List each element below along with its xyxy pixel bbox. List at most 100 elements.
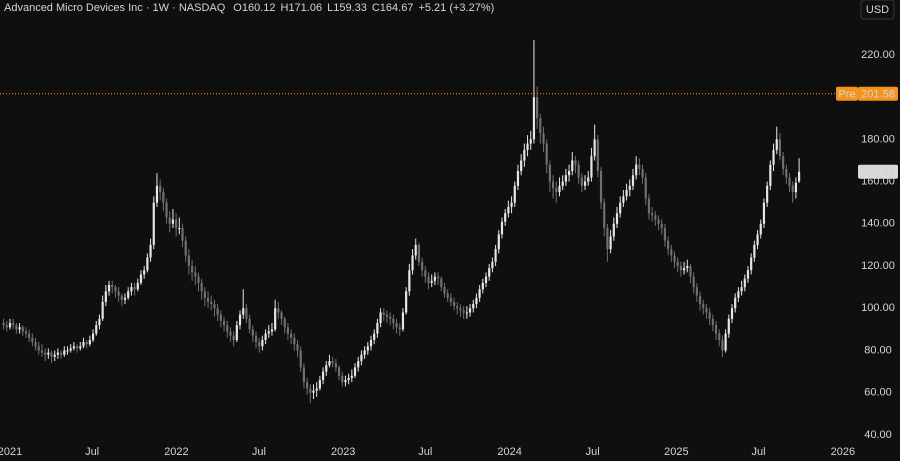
candle-body	[472, 304, 475, 309]
candle-body	[436, 276, 440, 279]
candle-body	[5, 325, 8, 328]
candle-body	[692, 276, 695, 288]
candle-body	[111, 285, 114, 288]
candle-body	[175, 219, 178, 229]
candle-body	[315, 388, 318, 391]
candle-body	[12, 323, 15, 326]
candle-body	[686, 266, 689, 269]
candle-body	[123, 297, 127, 300]
candle-body	[446, 293, 449, 298]
candle-body	[37, 346, 40, 351]
x-tick-label: Jul	[586, 446, 600, 458]
candle-body	[766, 185, 769, 203]
candle-body	[120, 295, 123, 300]
candle-body	[705, 308, 708, 313]
candle-body	[133, 287, 136, 290]
candle-body	[101, 301, 104, 319]
candle-body	[299, 350, 302, 368]
candle-body	[721, 339, 724, 351]
candle-body	[606, 228, 609, 250]
candle-body	[753, 244, 756, 258]
candle-body	[360, 354, 363, 362]
candle-body	[660, 223, 663, 229]
currency-label[interactable]: USD	[866, 4, 889, 16]
close-label: C164.67	[372, 2, 414, 14]
candle-body	[347, 377, 350, 381]
candle-body	[18, 327, 21, 330]
candle-body	[603, 202, 606, 229]
candle-body	[143, 270, 146, 275]
candle-body	[117, 291, 120, 296]
candle-body	[673, 255, 676, 262]
candle-body	[405, 291, 408, 313]
candle-body	[638, 164, 641, 169]
candle-body	[63, 350, 66, 355]
candle-body	[797, 171, 801, 182]
x-tick-label: 2023	[331, 446, 355, 458]
candle-body	[197, 276, 200, 283]
candle-body	[248, 318, 251, 330]
y-tick-label: 80.00	[864, 344, 892, 356]
candle-body	[452, 301, 456, 307]
candle-body	[552, 181, 555, 188]
candle-body	[682, 268, 686, 271]
candle-body	[254, 335, 258, 343]
change-label: +5.21 (+3.27%)	[418, 2, 494, 14]
candle-body	[286, 327, 290, 334]
candle-body	[539, 118, 542, 134]
candle-body	[222, 320, 226, 326]
candle-body	[235, 325, 238, 340]
candle-body	[203, 291, 206, 298]
candle-body	[130, 287, 133, 292]
candle-body	[229, 331, 232, 336]
candle-body	[459, 308, 462, 311]
candle-body	[389, 316, 392, 319]
candle-body	[290, 333, 293, 338]
candle-body	[232, 335, 235, 340]
candle-body	[689, 266, 692, 277]
candle-body	[408, 270, 411, 292]
candle-body	[293, 337, 296, 345]
high-label: H171.06	[281, 2, 323, 14]
candle-body	[8, 323, 12, 328]
candle-body	[571, 160, 574, 172]
candle-body	[136, 282, 139, 290]
candle-body	[321, 371, 325, 381]
candle-body	[168, 217, 171, 224]
candle-body	[488, 268, 491, 277]
candle-body	[296, 344, 299, 351]
candle-body	[75, 346, 79, 349]
x-tick-label: 2022	[164, 446, 188, 458]
candle-body	[350, 375, 353, 378]
candle-body	[788, 177, 791, 186]
candle-body	[417, 244, 421, 262]
low-label: L159.33	[327, 2, 367, 14]
candle-body	[475, 297, 478, 305]
candle-body	[574, 160, 577, 165]
candle-body	[146, 257, 149, 271]
candle-body	[580, 177, 583, 186]
candle-body	[737, 291, 740, 298]
candle-body	[226, 325, 229, 332]
candle-body	[88, 339, 91, 345]
candle-body	[612, 223, 615, 237]
candle-body	[536, 97, 539, 119]
candle-body	[159, 185, 162, 193]
candle-body	[583, 181, 587, 186]
candle-body	[785, 168, 788, 178]
candle-body	[647, 198, 651, 214]
candle-body	[127, 291, 130, 298]
candle-body	[171, 219, 175, 224]
candle-body	[641, 168, 644, 178]
candle-body	[28, 333, 31, 338]
candle-body	[494, 249, 497, 262]
candle-body	[769, 164, 772, 186]
candle-body	[152, 202, 155, 245]
candle-body	[264, 333, 267, 340]
candle-body	[794, 182, 797, 193]
candle-body	[567, 171, 571, 176]
currency-button[interactable]	[860, 0, 895, 20]
plot-area	[2, 40, 801, 404]
